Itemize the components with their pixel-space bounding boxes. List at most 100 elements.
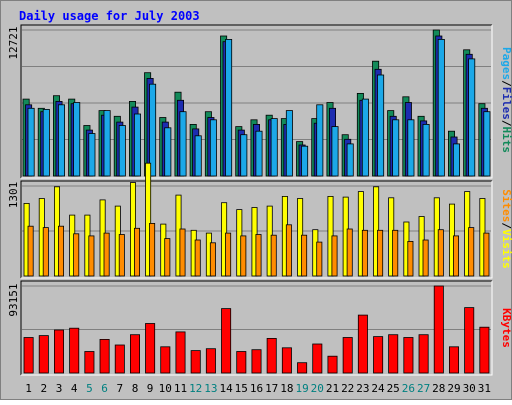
x-tick-label-day-18: 18 [280, 382, 293, 395]
y-tick-label: 12721 [7, 26, 20, 59]
bar-sites-day-29 [452, 235, 459, 277]
legend-visits-sites: Sites/Visits [500, 189, 512, 269]
bar-pages-day-15 [240, 134, 248, 177]
bar-kbytes-day-23 [357, 314, 368, 374]
bar-sites-day-17 [270, 234, 277, 277]
bar-pages-day-7 [118, 125, 126, 177]
panel-border-light [21, 281, 493, 376]
bar-kbytes-day-15 [236, 351, 247, 374]
bar-sites-day-20 [316, 241, 323, 277]
x-tick-label-day-13: 13 [204, 382, 217, 395]
bar-sites-day-12 [194, 239, 201, 277]
bar-kbytes-day-1 [23, 337, 34, 374]
bar-pages-day-28 [437, 39, 445, 177]
x-tick-label-day-10: 10 [159, 382, 172, 395]
bar-sites-day-27 [422, 239, 429, 277]
bar-pages-day-10 [164, 127, 172, 177]
bar-pages-day-26 [407, 119, 415, 177]
legend-entry-sites: Sites [500, 189, 512, 222]
x-tick-label-day-4: 4 [71, 382, 78, 395]
bar-pages-day-12 [194, 135, 202, 177]
bar-pages-day-24 [377, 74, 385, 177]
bar-pages-day-29 [452, 143, 460, 177]
bar-sites-day-19 [301, 234, 308, 277]
bar-pages-day-30 [468, 58, 476, 177]
bar-sites-day-4 [73, 233, 80, 277]
bar-kbytes-day-7 [114, 344, 125, 374]
bar-kbytes-day-22 [342, 337, 353, 374]
legend-entry-pages: Pages [500, 47, 512, 80]
bar-sites-day-21 [331, 235, 338, 277]
panel-border-dark [20, 280, 492, 375]
bar-kbytes-day-4 [69, 327, 80, 374]
panel-visits-sites: 1301 Sites/Visits [7, 162, 512, 279]
x-tick-label-day-30: 30 [463, 382, 476, 395]
panel-kbytes: 93151 KBytes [7, 280, 512, 376]
x-tick-label-day-3: 3 [56, 382, 63, 395]
bar-pages-day-16 [255, 130, 263, 177]
bar-pages-day-8 [133, 113, 141, 177]
bar-visits-day-9 [145, 162, 152, 277]
bar-sites-day-16 [255, 234, 262, 277]
bar-kbytes-day-21 [327, 355, 338, 374]
panel-hits-files-pages: 12721 Pages/Files/Hits [7, 24, 512, 179]
x-tick-label-day-16: 16 [250, 382, 263, 395]
bar-sites-day-30 [468, 227, 475, 277]
legend-entry-separator: / [500, 222, 512, 229]
bar-kbytes-day-6 [99, 338, 110, 374]
x-tick-label-day-25: 25 [387, 382, 400, 395]
bar-kbytes-day-16 [251, 349, 262, 374]
bar-kbytes-day-11 [175, 331, 186, 374]
panel-border-light [21, 25, 493, 179]
x-tick-label-day-2: 2 [40, 382, 47, 395]
legend-entry-separator: / [500, 120, 512, 127]
x-tick-label-day-26: 26 [402, 382, 415, 395]
y-tick-label: 93151 [7, 283, 20, 316]
bar-pages-day-19 [301, 145, 309, 177]
bar-sites-day-24 [377, 229, 384, 277]
x-tick-label-day-22: 22 [341, 382, 354, 395]
bar-pages-day-25 [392, 119, 400, 177]
bar-sites-day-15 [240, 235, 247, 277]
bar-kbytes-day-19 [297, 362, 308, 374]
legend-entry-files: Files [500, 87, 512, 120]
bar-kbytes-day-8 [129, 334, 140, 374]
bar-kbytes-day-24 [373, 336, 384, 374]
x-tick-label-day-17: 17 [265, 382, 278, 395]
chart-title: Daily usage for July 2003 [19, 9, 200, 23]
panel-border-dark [20, 180, 492, 278]
legend-entry-kbytes: KBytes [500, 308, 512, 348]
x-tick-label-day-24: 24 [371, 382, 385, 395]
bar-kbytes-day-10 [160, 346, 171, 374]
x-tick-label-day-11: 11 [174, 382, 187, 395]
bar-pages-day-14 [225, 39, 233, 177]
bar-pages-day-1 [27, 107, 35, 177]
bar-sites-day-28 [437, 229, 444, 277]
x-tick-label-day-6: 6 [101, 382, 108, 395]
bar-pages-day-13 [209, 119, 217, 177]
bar-kbytes-day-5 [84, 351, 95, 374]
bar-pages-day-21 [331, 126, 339, 177]
x-tick-label-day-31: 31 [478, 382, 491, 395]
bar-sites-day-14 [225, 232, 232, 277]
bar-kbytes-day-18 [281, 347, 292, 374]
bar-kbytes-day-12 [190, 350, 201, 374]
x-axis: 1 2 3 4 5 6 7 8 9 10 11 12 13 14 15 16 17 18 19 20 21 22 23 24 2… [25, 382, 491, 395]
bar-sites-day-13 [209, 242, 216, 277]
bar-pages-day-23 [361, 98, 369, 177]
panel-border-light [21, 181, 493, 279]
x-tick-label-day-8: 8 [132, 382, 139, 395]
bar-pages-day-2 [42, 109, 50, 177]
bar-sites-day-22 [346, 228, 353, 277]
bar-sites-day-10 [164, 238, 171, 277]
bar-kbytes-day-27 [418, 334, 429, 374]
legend-entry-separator: / [500, 80, 512, 87]
bar-sites-day-5 [88, 235, 95, 277]
legend-entry-visits: Visits [500, 229, 512, 269]
x-tick-label-day-27: 27 [417, 382, 430, 395]
bar-kbytes-day-13 [205, 348, 216, 374]
legend-hits-files-pages: Pages/Files/Hits [500, 47, 512, 153]
y-tick-label: 1301 [7, 182, 20, 209]
bar-kbytes-day-31 [479, 326, 490, 374]
